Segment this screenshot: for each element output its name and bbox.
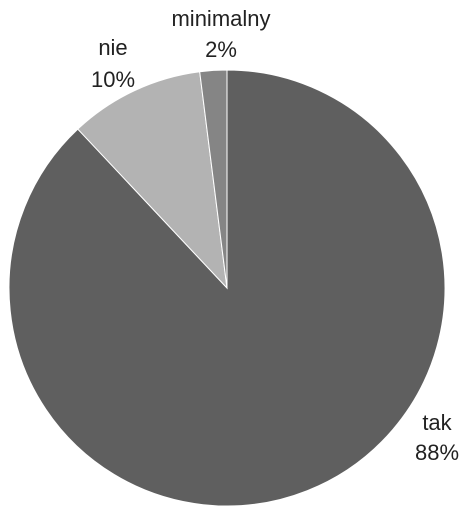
slice-label-minimalny: minimalny (171, 6, 270, 31)
slice-value-tak: 88% (415, 440, 459, 465)
slice-value-minimalny: 2% (205, 37, 237, 62)
pie-slice-nie (77, 71, 228, 290)
pie-slice-minimalny (199, 69, 228, 289)
pie-slices (8, 69, 446, 506)
slice-label-tak: tak (422, 410, 452, 435)
slice-value-nie: 10% (91, 67, 135, 92)
slice-label-nie: nie (98, 35, 127, 60)
